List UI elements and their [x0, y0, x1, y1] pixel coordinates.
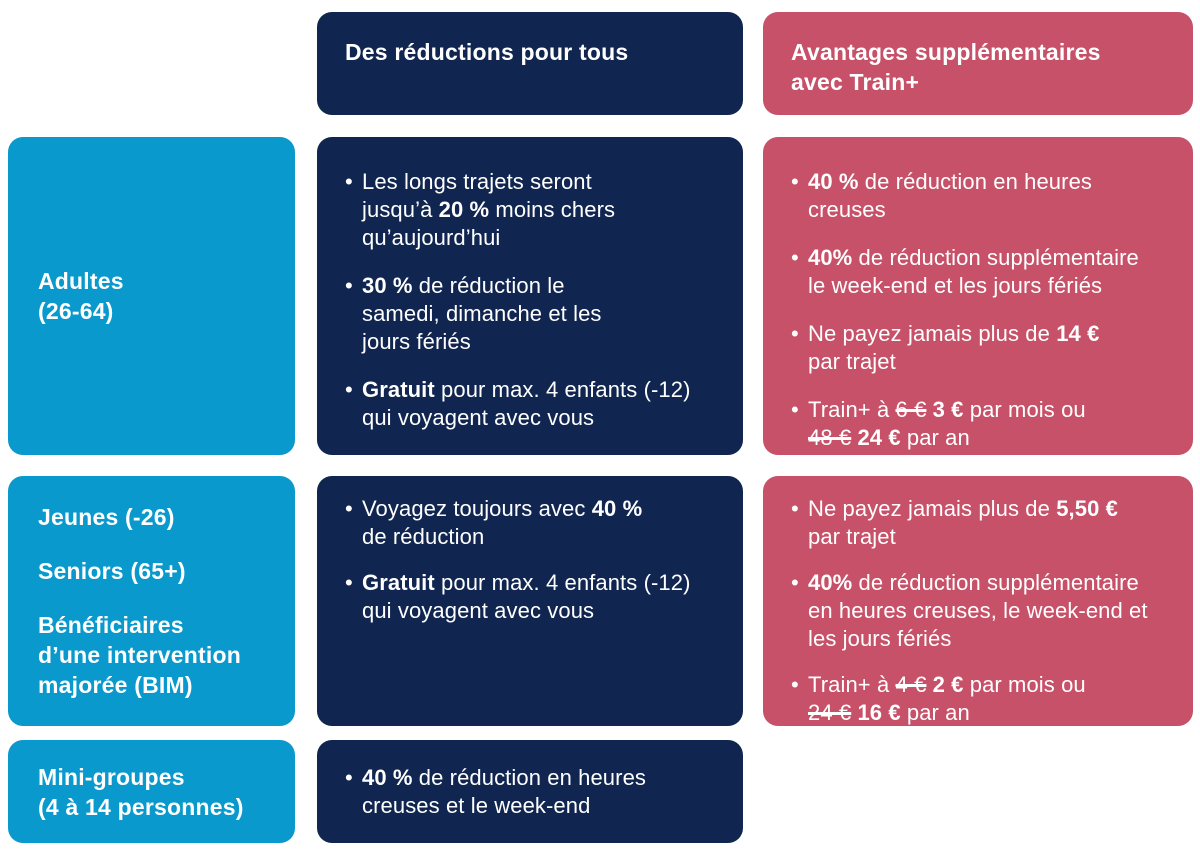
- cell-jeunes-trainplus: • Ne payez jamais plus de 5,50 € par traj…: [763, 476, 1193, 726]
- bullet-icon: •: [345, 169, 353, 194]
- jeunes-trainplus-bullets: • Ne payez jamais plus de 5,50 € par traj…: [791, 495, 1175, 727]
- bullet-icon: •: [791, 496, 799, 521]
- bullet-item: • Train+ à 6 € 3 € par mois ou 48 € 24 € …: [791, 396, 1175, 452]
- bullet-text: Les longs trajets seront jusqu’à 20 % mo…: [362, 169, 616, 250]
- jeunes-reductions-bullets: • Voyagez toujours avec 40 % de réduction…: [345, 495, 725, 625]
- header-train-plus-label: Avantages supplémentaires avec Train+: [791, 39, 1101, 95]
- bullet-text: 40% de réduction supplémentaire en heure…: [808, 570, 1148, 651]
- label-adultes: Adultes (26-64): [38, 266, 275, 326]
- bullet-item: • Les longs trajets seront jusqu’à 20 % m…: [345, 168, 725, 252]
- bullet-icon: •: [345, 273, 353, 298]
- bullet-icon: •: [791, 169, 799, 194]
- row-label-line: Jeunes (-26): [38, 504, 175, 530]
- bullet-icon: •: [791, 570, 799, 595]
- bullet-icon: •: [345, 496, 353, 521]
- bullet-text: Voyagez toujours avec 40 % de réduction: [362, 496, 643, 549]
- cell-adultes-trainplus: • 40 % de réduction en heures creuses • 40%…: [763, 137, 1193, 455]
- mini-groupes-reductions-bullets: • 40 % de réduction en heures creuses et …: [345, 764, 725, 820]
- label-mini-groupes: Mini-groupes (4 à 14 personnes): [38, 762, 275, 822]
- cell-label-jeunes-seniors-bim: Jeunes (-26) Seniors (65+) Bénéficiaires d…: [8, 476, 295, 726]
- bullet-icon: •: [791, 397, 799, 422]
- adultes-reductions-bullets: • Les longs trajets seront jusqu’à 20 % m…: [345, 168, 725, 432]
- bullet-item: • Train+ à 4 € 2 € par mois ou 24 € 16 € …: [791, 671, 1175, 727]
- bullet-item: • 30 % de réduction le samedi, dimanche e…: [345, 272, 725, 356]
- header-reductions: Des réductions pour tous: [317, 12, 743, 115]
- bullet-item: • 40 % de réduction en heures creuses et …: [345, 764, 725, 820]
- bullet-item: • 40% de réduction supplémentaire en heur…: [791, 569, 1175, 653]
- bullet-icon: •: [791, 321, 799, 346]
- row-label-line: Adultes (26-64): [38, 268, 124, 324]
- bullet-icon: •: [791, 245, 799, 270]
- bullet-text: 40 % de réduction en heures creuses et l…: [362, 764, 647, 818]
- bullet-icon: •: [345, 764, 353, 790]
- bullet-item: • Ne payez jamais plus de 5,50 € par traj…: [791, 495, 1175, 551]
- adultes-trainplus-bullets: • 40 % de réduction en heures creuses • 40%…: [791, 168, 1175, 452]
- row-label-line: Mini-groupes (4 à 14 personnes): [38, 763, 244, 820]
- row-label-line: Bénéficiaires d’une intervention majorée…: [38, 612, 241, 698]
- bullet-text: Ne payez jamais plus de 5,50 € par traje…: [808, 496, 1118, 549]
- bullet-icon: •: [345, 377, 353, 402]
- bullet-item: • 40 % de réduction en heures creuses: [791, 168, 1175, 224]
- bullet-item: • Gratuit pour max. 4 enfants (-12) qui v…: [345, 569, 725, 625]
- row-label-line: Seniors (65+): [38, 558, 186, 584]
- bullet-text: 40% de réduction supplémentaire le week-…: [808, 245, 1139, 298]
- bullet-item: • Gratuit pour max. 4 enfants (-12) qui v…: [345, 376, 725, 432]
- cell-mini-groupes-reductions: • 40 % de réduction en heures creuses et …: [317, 740, 743, 843]
- bullet-icon: •: [345, 570, 353, 595]
- bullet-item: • Voyagez toujours avec 40 % de réduction: [345, 495, 725, 551]
- bullet-text: Gratuit pour max. 4 enfants (-12) qui vo…: [362, 377, 691, 430]
- bullet-icon: •: [791, 672, 799, 697]
- bullet-item: • Ne payez jamais plus de 14 € par trajet: [791, 320, 1175, 376]
- header-reductions-label: Des réductions pour tous: [345, 39, 629, 65]
- cell-label-adultes: Adultes (26-64): [8, 137, 295, 455]
- cell-label-mini-groupes: Mini-groupes (4 à 14 personnes): [8, 740, 295, 843]
- bullet-text: 40 % de réduction en heures creuses: [808, 169, 1093, 222]
- cell-jeunes-reductions: • Voyagez toujours avec 40 % de réduction…: [317, 476, 743, 726]
- cell-adultes-reductions: • Les longs trajets seront jusqu’à 20 % m…: [317, 137, 743, 455]
- bullet-text: Train+ à 6 € 3 € par mois ou 48 € 24 € p…: [808, 397, 1086, 450]
- bullet-text: 30 % de réduction le samedi, dimanche et…: [362, 273, 602, 354]
- header-train-plus: Avantages supplémentaires avec Train+: [763, 12, 1193, 115]
- bullet-text: Train+ à 4 € 2 € par mois ou 24 € 16 € p…: [808, 672, 1086, 725]
- bullet-text: Ne payez jamais plus de 14 € par trajet: [808, 321, 1100, 374]
- bullet-item: • 40% de réduction supplémentaire le week…: [791, 244, 1175, 300]
- bullet-text: Gratuit pour max. 4 enfants (-12) qui vo…: [362, 570, 691, 623]
- label-jeunes-seniors-bim: Jeunes (-26) Seniors (65+) Bénéficiaires d…: [38, 502, 275, 700]
